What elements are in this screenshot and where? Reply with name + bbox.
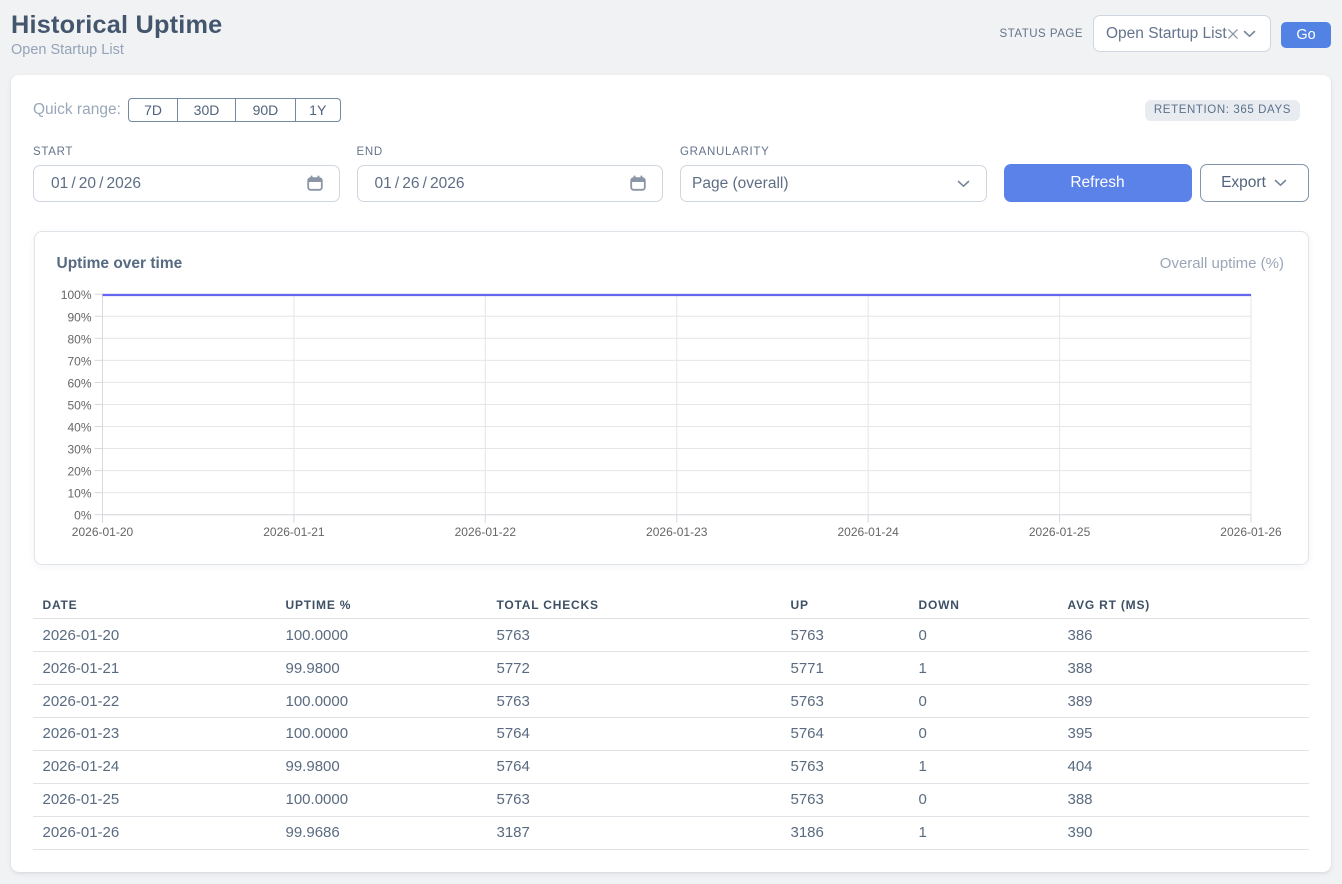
svg-text:100%: 100% bbox=[61, 288, 92, 302]
svg-text:2026-01-20: 2026-01-20 bbox=[72, 525, 134, 539]
svg-text:90%: 90% bbox=[67, 311, 91, 325]
svg-text:2026-01-24: 2026-01-24 bbox=[837, 525, 899, 539]
svg-text:70%: 70% bbox=[67, 355, 91, 369]
svg-text:2026-01-26: 2026-01-26 bbox=[1220, 525, 1282, 539]
svg-text:30%: 30% bbox=[67, 443, 91, 457]
svg-text:20%: 20% bbox=[67, 465, 91, 479]
svg-text:2026-01-23: 2026-01-23 bbox=[646, 525, 708, 539]
svg-text:0%: 0% bbox=[74, 509, 92, 523]
svg-text:2026-01-21: 2026-01-21 bbox=[263, 525, 325, 539]
svg-text:80%: 80% bbox=[67, 333, 91, 347]
svg-text:50%: 50% bbox=[67, 399, 91, 413]
svg-text:2026-01-22: 2026-01-22 bbox=[455, 525, 517, 539]
svg-text:2026-01-25: 2026-01-25 bbox=[1029, 525, 1091, 539]
svg-text:10%: 10% bbox=[67, 487, 91, 501]
svg-text:60%: 60% bbox=[67, 377, 91, 391]
svg-text:40%: 40% bbox=[67, 421, 91, 435]
